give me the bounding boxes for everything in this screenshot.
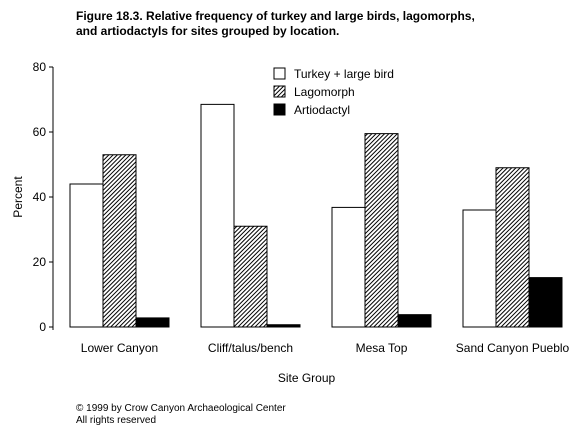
- legend-swatch: [273, 103, 286, 116]
- bar: [462, 209, 497, 328]
- legend-label: Turkey + large bird: [294, 67, 394, 81]
- figure-title-line-2: and artiodactyls for sites grouped by lo…: [76, 24, 340, 38]
- bar: [135, 317, 170, 328]
- y-tick-label: 40: [33, 190, 47, 204]
- copyright-notice: © 1999 by Crow Canyon Archaeological Cen…: [76, 403, 286, 427]
- x-category-label: Lower Canyon: [81, 341, 158, 355]
- legend-label: Lagomorph: [294, 85, 355, 99]
- legend-label: Artiodactyl: [294, 103, 350, 117]
- bar: [266, 324, 301, 328]
- copyright-line-1: © 1999 by Crow Canyon Archaeological Cen…: [76, 403, 286, 414]
- bar: [69, 183, 104, 328]
- bar: [233, 225, 268, 328]
- x-category-label: Mesa Top: [356, 341, 408, 355]
- y-tick-label: 60: [33, 125, 47, 139]
- figure-title-line-1: Figure 18.3. Relative frequency of turke…: [76, 9, 475, 23]
- bar: [331, 206, 366, 328]
- x-category-label: Cliff/talus/bench: [208, 341, 293, 355]
- bar: [200, 103, 235, 328]
- y-tick-label: 80: [33, 60, 47, 74]
- y-tick-label: 0: [39, 320, 46, 334]
- x-category-label: Sand Canyon Pueblo: [456, 341, 570, 355]
- y-tick-label: 20: [33, 255, 47, 269]
- copyright-line-2: All rights reserved: [76, 415, 157, 426]
- x-axis-label: Site Group: [278, 371, 336, 385]
- bar: [102, 154, 137, 328]
- legend-swatch: [273, 85, 286, 98]
- bar: [495, 167, 530, 328]
- legend-swatch: [273, 67, 286, 80]
- bar: [528, 277, 563, 328]
- y-axis-label: Percent: [11, 176, 25, 218]
- figure-title: Figure 18.3. Relative frequency of turke…: [76, 9, 475, 39]
- bar: [397, 314, 432, 328]
- bar: [364, 133, 399, 328]
